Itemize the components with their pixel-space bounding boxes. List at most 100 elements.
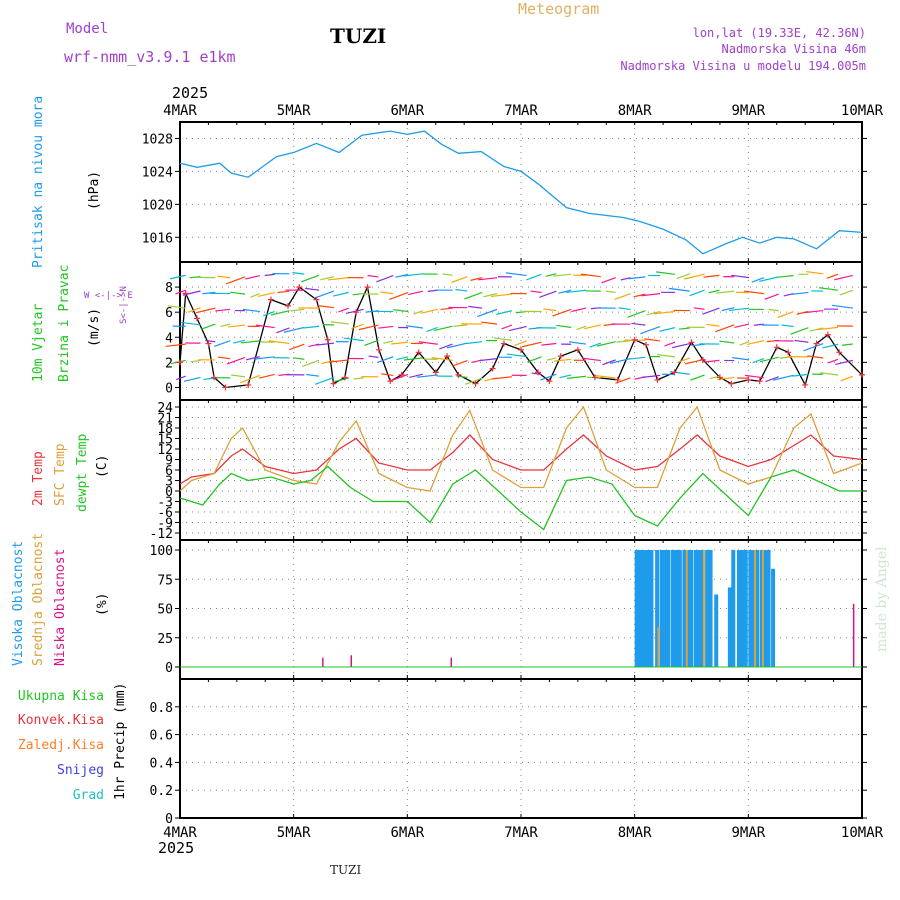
wind-arrow [250, 293, 261, 298]
wind-arrow [646, 310, 661, 316]
wind-arrow [421, 308, 438, 314]
wind-arrow [264, 273, 275, 277]
wind-arrow [167, 305, 186, 309]
cloud-bar [754, 550, 757, 667]
cloud-bar [646, 550, 651, 667]
wind-arrow [327, 277, 349, 281]
wind-gust-marker [813, 340, 820, 347]
wind-arrow [468, 305, 483, 309]
wind-arrow [552, 308, 572, 317]
wind-arrow [628, 276, 646, 280]
cloud-bar [697, 550, 702, 667]
cloud-bar [674, 550, 679, 667]
wind-gust-marker [182, 290, 189, 297]
x-tick-label-top: 5MAR [277, 103, 311, 119]
panel-frame [179, 121, 863, 263]
wind-arrow [820, 372, 839, 376]
lonlat-label: lon,lat (19.33E, 42.36N) [693, 26, 866, 40]
wind-arrow [759, 276, 779, 283]
wind-arrow [539, 290, 557, 298]
temp-dew-label: dewpt Temp [75, 434, 90, 512]
wind-arrow [792, 373, 809, 377]
wind-arrow [543, 308, 557, 312]
wind-arrow [195, 307, 216, 314]
x-tick-label-bottom: 5MAR [277, 825, 311, 841]
wind-arrow [258, 373, 275, 379]
cloud-bar [705, 550, 710, 667]
cloud-unit: (%) [95, 593, 110, 616]
wind-arrow [205, 339, 216, 343]
wind-gust-marker [654, 376, 661, 383]
cloud-bar [682, 550, 687, 667]
credit-label: made by Angel [874, 546, 890, 652]
wind-gust-marker [222, 384, 229, 391]
y-tick-label: 12 [157, 443, 173, 458]
wind-gust-marker [591, 374, 598, 381]
wind-unit: (m/s) [87, 308, 102, 347]
wind-gust-marker [387, 378, 394, 385]
wind-arrow [353, 377, 364, 380]
wind-arrow [268, 340, 290, 345]
wind-arrow [391, 341, 409, 345]
wind-gust-marker [177, 359, 183, 366]
x-tick-label-top: 4MAR [163, 103, 197, 119]
wind-arrow [305, 287, 320, 291]
wind-gust-marker [557, 353, 564, 360]
wind-arrow [540, 373, 557, 381]
wind-gust-marker [614, 376, 621, 383]
wind-arrow [721, 307, 735, 312]
pressure-unit: (hPa) [87, 171, 102, 210]
y-tick-label: 9 [165, 454, 173, 469]
wind-arrow [396, 356, 409, 361]
y-tick-label: 1016 [142, 231, 173, 246]
wind-arrow [257, 291, 275, 298]
wind-arrow [807, 355, 824, 359]
wind-gust-marker [824, 331, 831, 338]
wind-arrow [455, 288, 468, 292]
wind-arrow [328, 359, 349, 363]
wind-arrow [616, 340, 631, 343]
wind-arrow [201, 323, 216, 330]
precip-hail-label: Grad [73, 788, 104, 803]
wind-gust-marker [518, 346, 524, 353]
wind-arrow [318, 305, 335, 309]
wind-arrow [764, 293, 779, 300]
wind-arrow [253, 356, 275, 360]
wind-arrow [226, 356, 246, 365]
x-tick-label-bottom: 9MAR [731, 825, 765, 841]
cloud-bar [655, 550, 660, 667]
wind-arrow [413, 310, 424, 315]
wind-gust-marker [773, 344, 780, 351]
wind-arrow [426, 326, 438, 333]
wind-arrow [180, 321, 201, 326]
x-tick-label-bottom: 7MAR [504, 825, 538, 841]
wind-gust-marker [415, 349, 422, 356]
wind-arrow [641, 293, 661, 297]
wind-arrow [321, 359, 335, 365]
x-tick-label-top: 8MAR [618, 103, 652, 119]
temp-2m-label: 2m Temp [31, 451, 46, 506]
wind-arrow [293, 357, 305, 360]
wind-arrow [580, 273, 601, 278]
wind-arrow [566, 289, 587, 294]
wind-arrow [330, 321, 349, 325]
wind-gust-marker [353, 309, 360, 316]
wind-arrow [569, 341, 587, 345]
wind-gust-marker [802, 381, 809, 388]
panel-frame [179, 678, 863, 819]
wind-arrow [270, 310, 290, 316]
year-bottom: 2025 [158, 839, 194, 857]
cloud-bar [771, 568, 776, 667]
wind-gust-marker [716, 374, 723, 381]
cloud-bar [766, 550, 771, 667]
wind-arrow [589, 342, 602, 348]
wind-arrow [806, 271, 824, 275]
y-tick-label: 0.6 [150, 729, 173, 744]
wind-arrow [283, 326, 305, 333]
wind-arrow [431, 357, 453, 361]
wind-arrow [804, 309, 824, 314]
wind-arrow [439, 343, 453, 350]
wind-gust-marker [574, 346, 581, 353]
cloud-bar [731, 550, 736, 667]
wind-arrow [704, 359, 720, 363]
